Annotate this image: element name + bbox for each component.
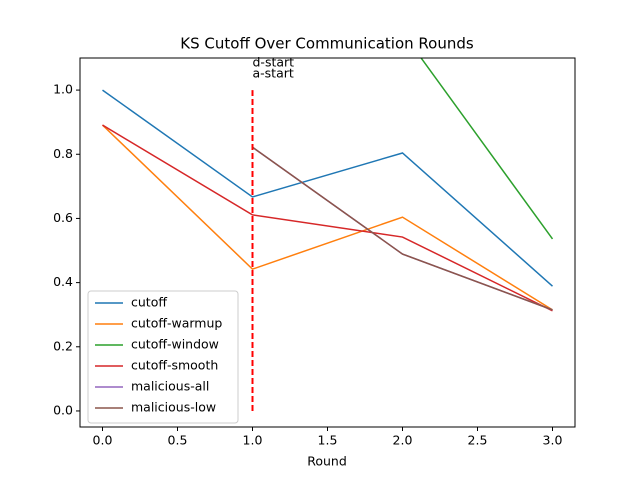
series-line	[102, 89, 553, 287]
y-tick-label: 0.6	[53, 210, 73, 225]
x-axis-label: Round	[307, 454, 347, 469]
x-tick-label: 3.0	[543, 433, 563, 448]
x-tick-label: 1.0	[243, 433, 263, 448]
legend-box	[87, 290, 239, 424]
series-line	[252, 146, 553, 311]
series-line	[102, 124, 553, 312]
y-tick-label: 0.4	[53, 274, 73, 289]
y-tick-label: 1.0	[53, 82, 73, 97]
plot-frame	[79, 57, 576, 428]
chart-title: KS Cutoff Over Communication Rounds	[180, 35, 474, 53]
legend-label: cutoff-window	[131, 337, 219, 352]
legend-label: cutoff-warmup	[131, 316, 222, 331]
x-tick-label: 2.0	[393, 433, 413, 448]
x-tick-label: 0.5	[168, 433, 188, 448]
series-line	[420, 58, 554, 240]
x-tick-label: 2.5	[468, 433, 488, 448]
x-tick-label: 1.5	[318, 433, 338, 448]
y-tick-label: 0.8	[53, 146, 73, 161]
y-tick-label: 0.0	[53, 402, 73, 417]
plot-area	[101, 58, 554, 411]
y-tick-label: 0.2	[53, 338, 73, 353]
legend-label: malicious-all	[131, 379, 209, 394]
legend-label: malicious-low	[131, 400, 216, 415]
annotation: a-start	[253, 66, 294, 81]
legend-label: cutoff-smooth	[131, 358, 218, 373]
legend-label: cutoff	[131, 295, 167, 310]
x-tick-label: 0.0	[93, 433, 113, 448]
series-line	[101, 124, 553, 311]
